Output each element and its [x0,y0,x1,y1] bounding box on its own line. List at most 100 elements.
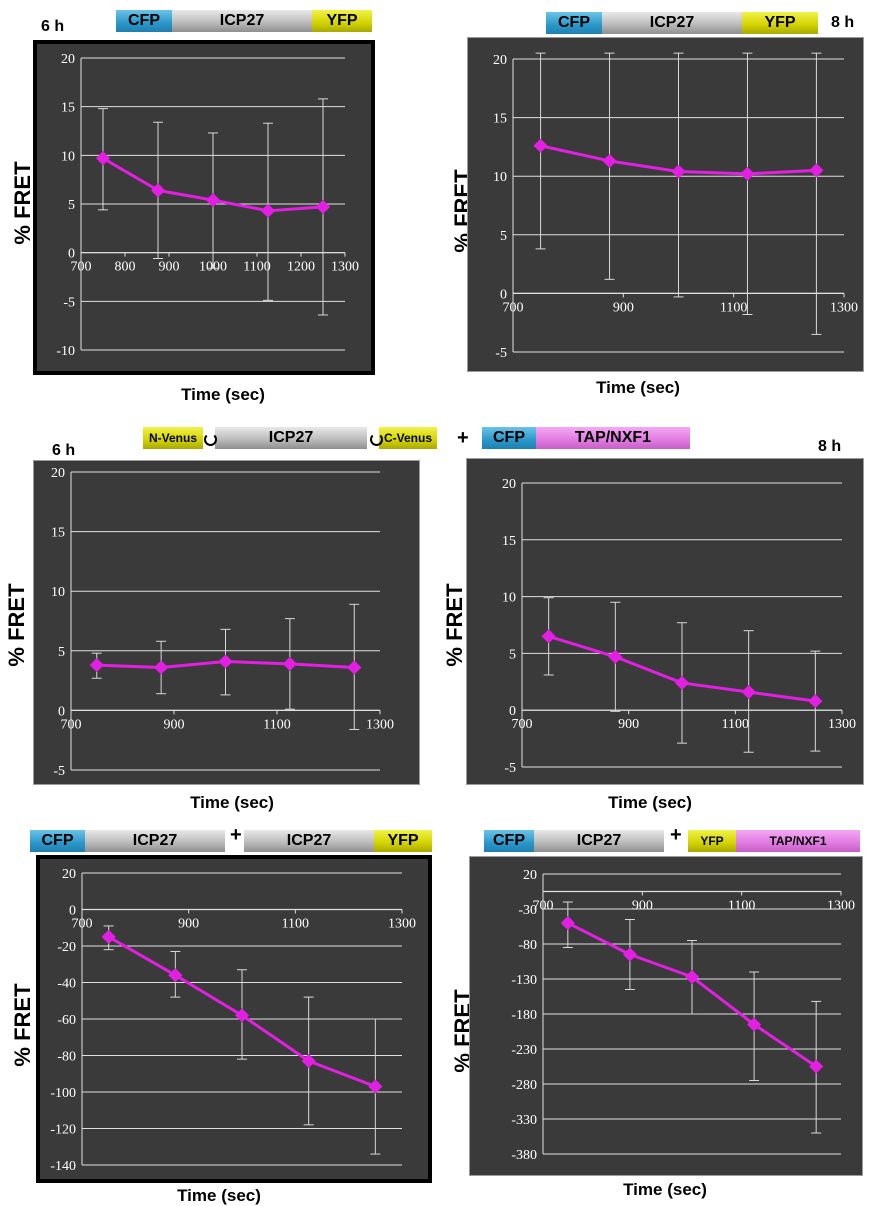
y-tick-label: -120 [50,1123,76,1138]
y-tick-label: 15 [502,534,516,549]
data-point [809,1059,824,1074]
n-venus-segment: N-Venus [143,427,203,449]
icp27-segment: ICP27 [534,830,664,852]
icp27-segment: ICP27 [172,10,312,32]
linker-icon [370,433,383,446]
time-label-8h: 8 h [818,438,842,455]
data-point [674,675,690,691]
chart-svg: 20 -30 -80 -130 -180 -230 -280 -330 -380 700 900 11… [469,856,863,1176]
chart-panel-4: 20 15 10 5 0 -5 700 900 1100 1300 [466,458,864,785]
y-tick-label: -100 [50,1086,76,1101]
chart-svg: 20 15 10 5 0 -5 700 900 1100 1300 [467,37,864,372]
y-tick-label: 20 [523,868,537,883]
y-tick-label: 0 [500,287,507,302]
chart-background [33,460,420,785]
y-tick-label: 15 [493,112,507,127]
y-tick-label: 0 [68,247,75,262]
data-point [101,929,116,944]
x-tick-label: 1300 [828,717,856,732]
y-tick-label: -280 [511,1078,537,1093]
x-axis-label: Time (sec) [181,385,265,404]
x-tick-label: 900 [618,717,639,732]
y-tick-label: -380 [511,1148,537,1163]
y-tick-label: -60 [57,1013,76,1028]
linker-icon [204,433,217,446]
plus-sign: + [230,824,242,846]
x-tick-label: 700 [72,917,93,932]
x-axis-label: Time (sec) [177,1186,261,1205]
y-tick-label: 20 [502,477,516,492]
x-tick-label: 1300 [827,899,855,914]
x-tick-label: 900 [632,899,653,914]
data-point [89,658,104,673]
y-tick-label: -20 [57,940,76,955]
x-tick-label: 1300 [366,717,394,732]
y-tick-label: -5 [53,764,65,779]
tap-nxf1-segment: TAP/NXF1 [536,427,690,449]
plus-sign: + [670,824,682,846]
data-point [260,203,276,218]
data-point [205,193,221,208]
construct-icp27-yfp: ICP27 YFP [244,830,432,852]
data-point [301,1053,316,1069]
c-venus-segment: C-Venus [379,427,437,449]
yfp-segment: YFP [688,830,736,852]
icp27-segment: ICP27 [85,830,225,852]
cfp-segment: CFP [482,427,536,449]
chart-background [467,37,864,372]
y-tick-label: -130 [511,973,537,988]
chart-svg: 20 0 -20 -40 -60 -80 -100 -120 -140 700 900 1100 130… [36,855,432,1183]
y-tick-label: 0 [58,704,65,719]
y-tick-label: -80 [57,1050,76,1065]
yfp-segment: YFP [374,830,432,852]
x-tick-label: 800 [115,260,136,275]
cfp-segment: CFP [116,10,172,32]
chart-svg: 20 15 10 5 0 -5 700 900 1100 1300 [466,458,864,785]
x-axis-label: Time (sec) [623,1180,707,1199]
cfp-segment: CFP [30,830,85,852]
x-tick-label: 1200 [287,260,315,275]
chart-panel-5: 20 0 -20 -40 -60 -80 -100 -120 -140 700 900 1100 130… [36,855,432,1183]
data-point [315,199,331,214]
icp27-segment: ICP27 [215,427,367,449]
data-point [218,654,233,669]
y-tick-label: 10 [493,170,507,185]
yfp-segment: YFP [742,12,818,34]
y-tick-label: -30 [518,903,537,918]
y-tick-label: 10 [51,585,65,600]
y-tick-label: 10 [61,149,75,164]
chart-svg: 20 15 10 5 0 -5 700 900 1100 1300 [33,460,420,785]
y-tick-label: -330 [511,1113,537,1128]
x-tick-label: 900 [613,300,634,315]
x-tick-label: 1100 [728,899,755,914]
icp27-segment: ICP27 [602,12,742,34]
construct-cfp-tap: CFP TAP/NXF1 [482,427,690,449]
data-point [608,649,623,664]
data-point [347,660,362,675]
y-tick-label: -140 [50,1159,76,1174]
x-tick-label: 1100 [243,260,270,275]
time-label-8h: 8 h [831,14,855,31]
chart-background [466,458,864,785]
x-axis-label: Time (sec) [608,793,692,812]
y-tick-label: 5 [68,198,75,213]
plus-sign: + [457,427,469,449]
y-tick-label: 5 [58,645,65,660]
y-tick-label: 20 [51,466,65,481]
y-tick-label: 20 [62,867,76,882]
data-point [808,694,823,709]
y-tick-label: 5 [509,647,516,662]
time-label-6h: 6 h [41,18,65,35]
yfp-segment: YFP [312,10,372,32]
y-tick-label: -5 [495,346,507,361]
y-tick-label: -5 [63,295,75,310]
y-axis-label: % FRET [442,583,467,667]
y-tick-label: -180 [511,1008,537,1023]
time-label-6h: 6 h [52,442,76,459]
x-axis-label: Time (sec) [190,793,274,812]
data-point [747,1017,762,1032]
x-tick-label: 900 [178,917,199,932]
data-point [282,656,297,671]
y-tick-label: -10 [56,344,75,359]
chart-panel-6: 20 -30 -80 -130 -180 -230 -280 -330 -380 700 900 11… [469,856,863,1176]
